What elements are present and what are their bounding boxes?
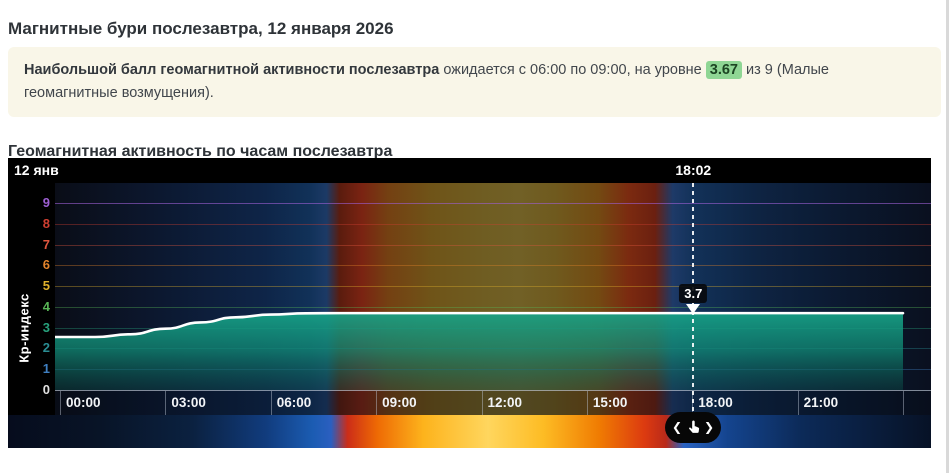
summary-text-after: из 9 (Малые геомагнитные возмущения). [24,62,829,101]
y-axis-title: Кр-индекс [16,293,32,363]
page-title: Магнитные бури послезавтра, 12 января 20… [8,19,394,39]
y-tick-label-1: 1 [42,361,50,377]
summary-text-before: ожидается с 06:00 по 09:00, на уровне [439,62,706,78]
forecast-summary: Наибольшой балл геомагнитной активности … [8,47,941,117]
daylight-gradient-strip [8,415,931,448]
kp-series-area [55,311,905,390]
hand-pointer-icon [688,420,699,433]
kp-max-value-badge: 3.67 [705,61,742,79]
y-tick-label-9: 9 [42,194,50,210]
cursor-time-label: 18:02 [675,162,712,178]
chart-date-label: 12 янв [14,162,59,178]
section-title: Геомагнитная активность по часам послеза… [8,143,393,161]
chevron-right-icon[interactable]: ❯ [703,420,714,434]
x-axis-band [55,390,931,415]
y-tick-label-8: 8 [42,215,50,231]
y-tick-label-5: 5 [42,278,50,294]
page-scrollbar[interactable] [946,0,949,473]
chart-drag-handle[interactable]: ❮ ❯ [665,412,721,443]
y-tick-label-7: 7 [42,236,50,252]
chevron-left-icon[interactable]: ❮ [672,420,683,434]
geomagnetic-activity-chart[interactable]: 12 янв 18:02 00:00 03:00 06:00 09:00 12:00 15… [8,158,931,448]
kp-line [55,311,905,339]
summary-lead: Наибольшой балл геомагнитной активности … [24,62,440,78]
y-tick-label-6: 6 [42,257,50,273]
chart-top-bar: 12 янв 18:02 [8,158,931,183]
cursor-arrow-icon [686,304,701,314]
y-tick-label-0: 0 [42,382,50,397]
kp-area-fill [55,313,903,390]
cursor-value-tooltip: 3.7 [679,284,708,303]
